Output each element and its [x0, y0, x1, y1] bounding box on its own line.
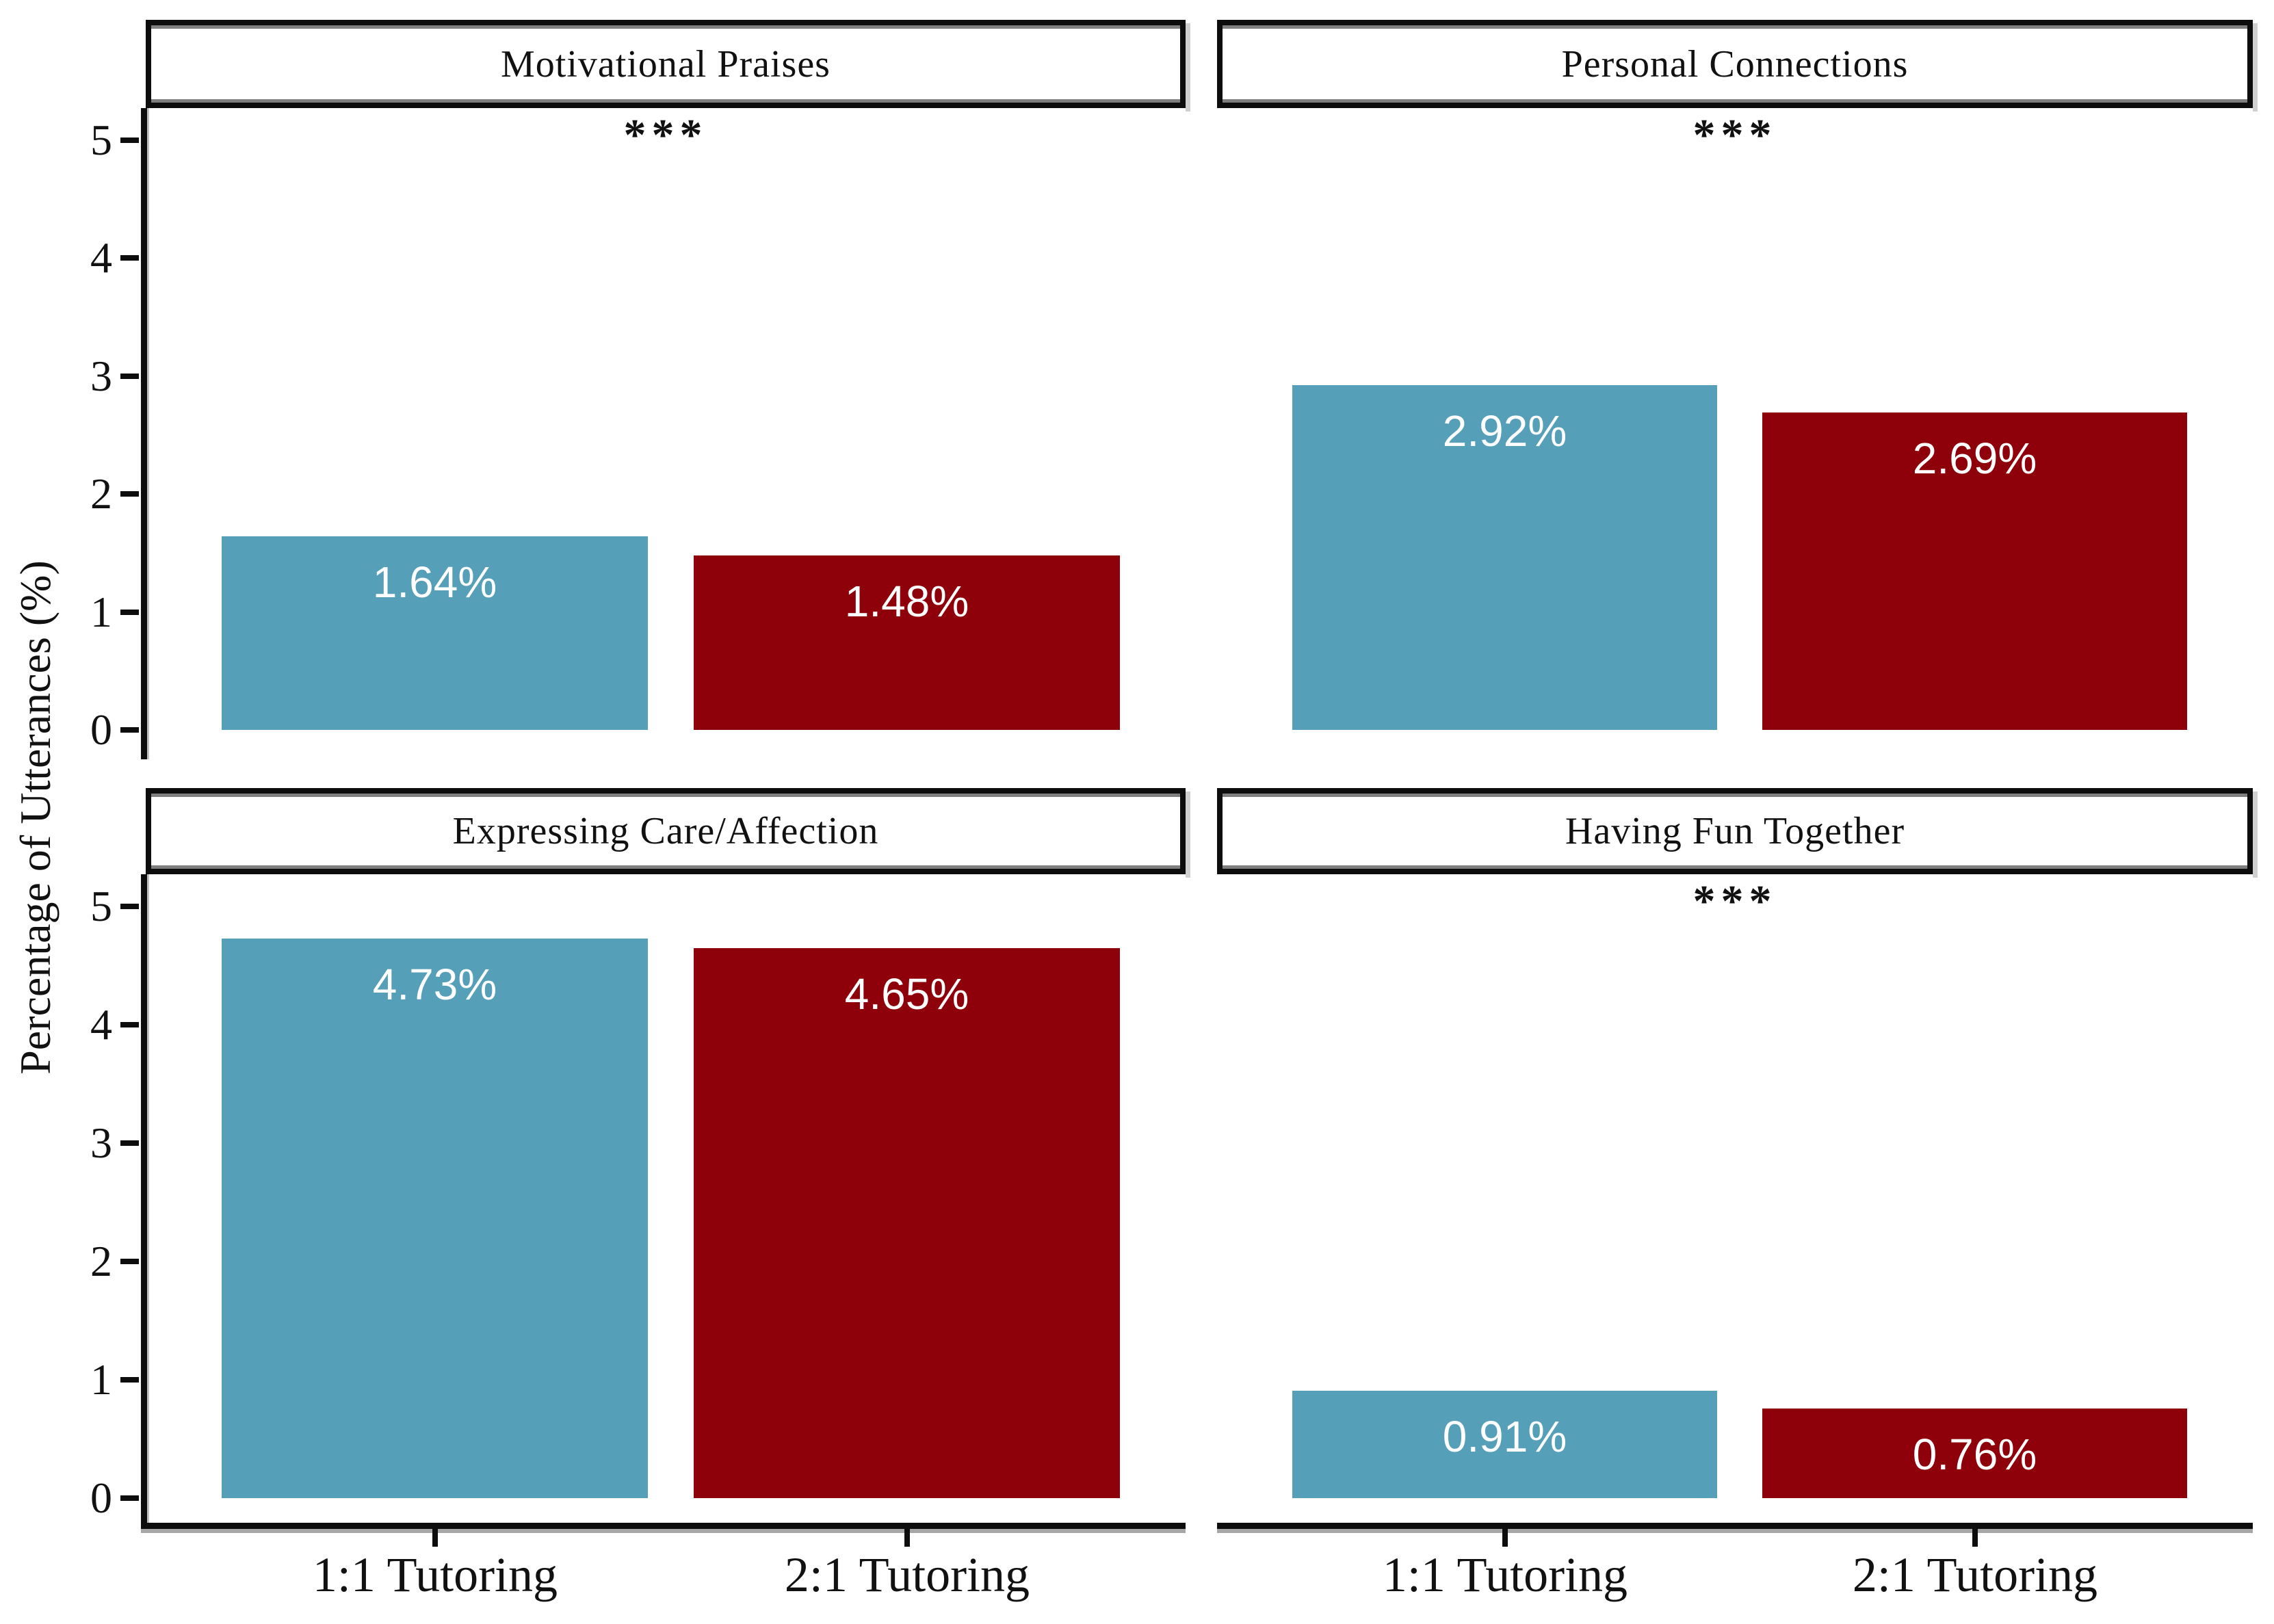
facet-title: Motivational Praises: [501, 42, 831, 86]
y-tick-mark: [120, 1022, 139, 1027]
y-tick-label: 4: [90, 1000, 112, 1049]
x-tick-mark: [1972, 1529, 1978, 1547]
y-tick-label: 0: [90, 705, 112, 754]
y-tick-label: 5: [90, 882, 112, 930]
x-tick-label: 2:1 Tutoring: [1852, 1547, 2098, 1602]
facet-title: Personal Connections: [1561, 42, 1909, 86]
bar-value-label: 0.76%: [1912, 1430, 2037, 1479]
y-axis-line-bottom-row: [141, 874, 147, 1528]
x-tick-label: 1:1 Tutoring: [312, 1547, 558, 1602]
y-tick-mark: [120, 1140, 139, 1146]
bar-value-label: 1.48%: [844, 577, 969, 626]
y-tick-mark: [120, 137, 139, 143]
panel-expressing-care-affection: 4.73% 4.65%: [146, 874, 1186, 1528]
y-tick-label: 2: [90, 1237, 112, 1285]
panel-having-fun-together: *** 0.91% 0.76%: [1217, 874, 2253, 1528]
facet-strip-expressing-care-affection: Expressing Care/Affection: [146, 788, 1186, 874]
x-tick-mark: [904, 1529, 910, 1547]
x-axis-line-left-column: [141, 1523, 1186, 1529]
bar-2-1-tutoring: 1.48%: [694, 555, 1120, 730]
bar-value-label: 1.64%: [372, 558, 497, 607]
panel-personal-connections: *** 2.92% 2.69%: [1217, 108, 2253, 759]
significance-marker: ***: [623, 110, 708, 160]
y-tick-mark: [120, 1377, 139, 1383]
x-tick-label: 1:1 Tutoring: [1382, 1547, 1628, 1602]
bar-1-1-tutoring: 0.91%: [1292, 1391, 1717, 1498]
bar-2-1-tutoring: 0.76%: [1762, 1409, 2187, 1498]
y-tick-label: 3: [90, 352, 112, 400]
y-tick-label: 1: [90, 588, 112, 636]
y-tick-label: 4: [90, 233, 112, 282]
bar-2-1-tutoring: 2.69%: [1762, 412, 2187, 730]
bar-value-label: 4.73%: [372, 960, 497, 1009]
bar-1-1-tutoring: 2.92%: [1292, 385, 1717, 730]
y-tick-mark: [120, 904, 139, 909]
significance-marker: ***: [1693, 876, 1777, 926]
bar-value-label: 0.91%: [1442, 1412, 1567, 1461]
x-tick-label: 2:1 Tutoring: [784, 1547, 1030, 1602]
y-tick-mark: [120, 610, 139, 615]
facet-strip-personal-connections: Personal Connections: [1217, 20, 2253, 108]
y-tick-label: 1: [90, 1355, 112, 1404]
bar-value-label: 4.65%: [844, 969, 969, 1019]
bar-2-1-tutoring: 4.65%: [694, 948, 1120, 1498]
facet-title: Expressing Care/Affection: [452, 810, 879, 852]
y-axis-title: Percentage of Utterances (%): [11, 560, 60, 1075]
facet-title: Having Fun Together: [1565, 810, 1905, 852]
y-tick-mark: [120, 727, 139, 733]
y-tick-label: 0: [90, 1474, 112, 1522]
y-tick-label: 3: [90, 1118, 112, 1167]
y-axis-line-top-row: [141, 108, 147, 759]
y-tick-mark: [120, 1259, 139, 1264]
bar-value-label: 2.69%: [1912, 434, 2037, 483]
bar-1-1-tutoring: 4.73%: [222, 939, 648, 1498]
y-tick-label: 2: [90, 469, 112, 518]
facet-strip-having-fun-together: Having Fun Together: [1217, 788, 2253, 874]
x-axis-line-right-column: [1217, 1523, 2253, 1529]
x-tick-mark: [432, 1529, 438, 1547]
x-tick-mark: [1502, 1529, 1508, 1547]
facet-strip-motivational-praises: Motivational Praises: [146, 20, 1186, 108]
y-tick-mark: [120, 255, 139, 261]
y-tick-label: 5: [90, 116, 112, 164]
bar-value-label: 2.92%: [1442, 406, 1567, 456]
y-tick-mark: [120, 374, 139, 379]
bar-1-1-tutoring: 1.64%: [222, 536, 648, 730]
panel-motivational-praises: *** 1.64% 1.48%: [146, 108, 1186, 759]
y-tick-mark: [120, 1495, 139, 1501]
significance-marker: ***: [1693, 110, 1777, 160]
y-tick-mark: [120, 491, 139, 497]
